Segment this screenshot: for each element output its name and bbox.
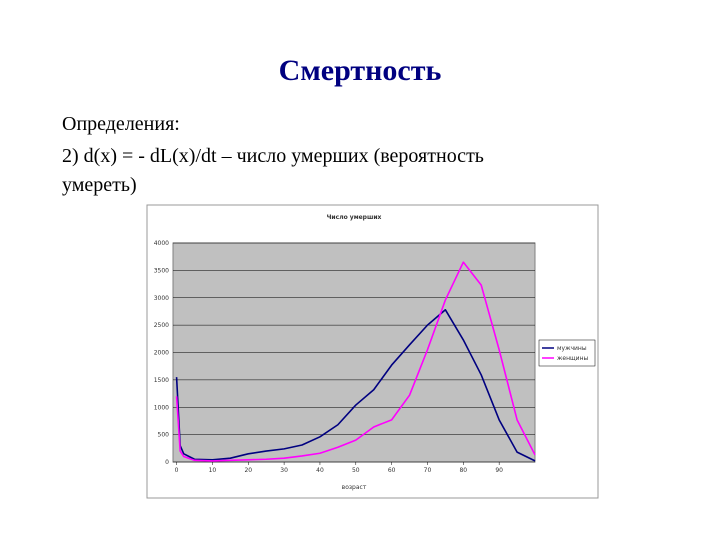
slide-title: Смертность: [279, 54, 442, 87]
y-tick-label: 2000: [154, 350, 169, 357]
y-tick-label: 1500: [154, 377, 169, 384]
chart-title: Число умерших: [327, 214, 382, 221]
text-line: 2) d(x) = - dL(x)/dt – число умерших (ве…: [62, 145, 484, 167]
text-line: умереть): [62, 174, 137, 196]
x-tick-label: 50: [352, 467, 360, 474]
x-tick-label: 10: [209, 467, 217, 474]
x-tick-label: 0: [175, 467, 179, 474]
y-tick-label: 3500: [154, 267, 169, 274]
series-line: [175, 261, 536, 462]
y-tick-label: 500: [158, 432, 170, 439]
x-tick-label: 70: [424, 467, 432, 474]
series-line: [175, 308, 536, 462]
legend: [538, 339, 596, 367]
y-tick-label: 0: [165, 459, 169, 466]
legend-label: женщины: [557, 355, 588, 362]
x-tick-label: 40: [316, 467, 324, 474]
y-tick-label: 1000: [154, 404, 169, 411]
x-tick-label: 80: [459, 467, 467, 474]
x-tick-label: 30: [280, 467, 288, 474]
x-axis-label: возраст: [342, 484, 367, 491]
legend-label: мужчины: [557, 345, 587, 352]
x-tick-label: 20: [244, 467, 252, 474]
y-tick-label: 2500: [154, 322, 169, 329]
text-line: Определения:: [62, 113, 180, 135]
x-tick-label: 90: [495, 467, 503, 474]
y-tick-label: 3000: [154, 295, 169, 302]
x-tick-label: 60: [388, 467, 396, 474]
y-tick-label: 4000: [154, 240, 169, 247]
